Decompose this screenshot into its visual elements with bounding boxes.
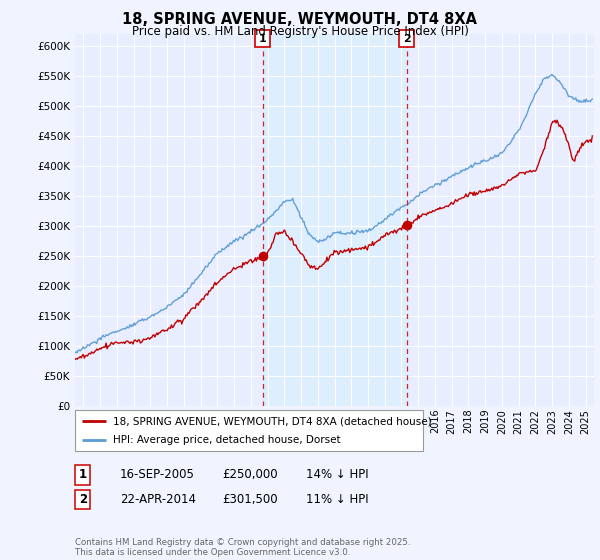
Text: 22-APR-2014: 22-APR-2014 xyxy=(120,493,196,506)
Text: Contains HM Land Registry data © Crown copyright and database right 2025.
This d: Contains HM Land Registry data © Crown c… xyxy=(75,538,410,557)
Text: 2: 2 xyxy=(403,34,410,44)
Bar xyxy=(263,34,407,406)
Text: 2: 2 xyxy=(79,493,87,506)
Text: 1: 1 xyxy=(79,468,87,482)
Text: 18, SPRING AVENUE, WEYMOUTH, DT4 8XA: 18, SPRING AVENUE, WEYMOUTH, DT4 8XA xyxy=(122,12,478,27)
Text: Price paid vs. HM Land Registry's House Price Index (HPI): Price paid vs. HM Land Registry's House … xyxy=(131,25,469,38)
Text: £301,500: £301,500 xyxy=(222,493,278,506)
Text: 11% ↓ HPI: 11% ↓ HPI xyxy=(306,493,368,506)
Text: 1: 1 xyxy=(259,34,266,44)
Text: 14% ↓ HPI: 14% ↓ HPI xyxy=(306,468,368,482)
Text: HPI: Average price, detached house, Dorset: HPI: Average price, detached house, Dors… xyxy=(113,435,341,445)
Text: 18, SPRING AVENUE, WEYMOUTH, DT4 8XA (detached house): 18, SPRING AVENUE, WEYMOUTH, DT4 8XA (de… xyxy=(113,417,432,426)
Text: £250,000: £250,000 xyxy=(222,468,278,482)
Text: 16-SEP-2005: 16-SEP-2005 xyxy=(120,468,195,482)
